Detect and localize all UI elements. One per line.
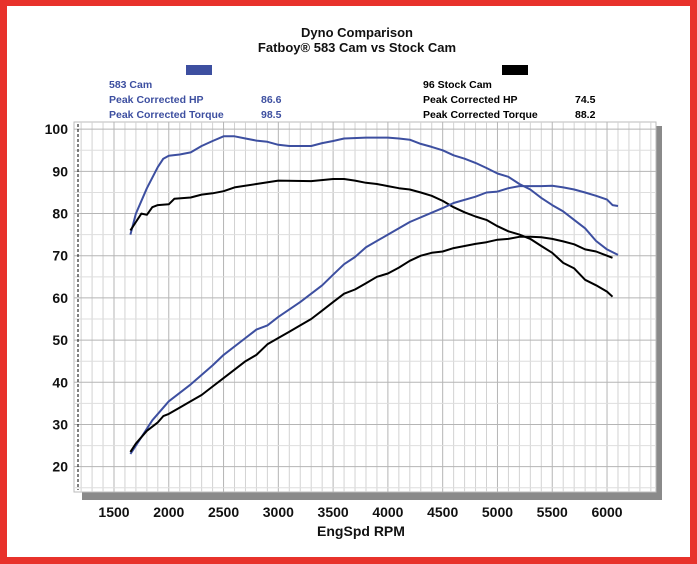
- y-tick-label: 20: [52, 459, 68, 475]
- x-tick-label: 5000: [482, 504, 513, 520]
- series-line-96-stock-cam-hp: [129, 235, 613, 453]
- legend-swatch-583-cam: [186, 65, 212, 75]
- x-tick-label: 2500: [208, 504, 239, 520]
- grid: [74, 122, 656, 492]
- x-tick-label: 3000: [263, 504, 294, 520]
- series-line-583-cam-torque: [129, 135, 619, 256]
- legend-583-hp-value: 86.6: [261, 94, 282, 106]
- x-tick-label: 1500: [98, 504, 129, 520]
- y-tick-label: 50: [52, 332, 68, 348]
- legend-swatch-stock-cam: [502, 65, 528, 75]
- y-tick-label: 40: [52, 374, 68, 390]
- x-tick-label: 4000: [372, 504, 403, 520]
- plot-shadow-bottom: [82, 492, 662, 500]
- legend-stock-hp-label: Peak Corrected HP: [423, 94, 518, 106]
- chart-title: Dyno Comparison: [301, 25, 413, 40]
- x-tick-label: 6000: [591, 504, 622, 520]
- legend-label-583-cam: 583 Cam: [109, 79, 152, 91]
- plot-area: [73, 121, 657, 493]
- legend-stock-torque-label: Peak Corrected Torque: [423, 109, 538, 121]
- x-axis-label: EngSpd RPM: [317, 523, 405, 539]
- x-tick-label: 4500: [427, 504, 458, 520]
- legend-583-torque-value: 98.5: [261, 109, 282, 121]
- legend-583-hp-label: Peak Corrected HP: [109, 94, 204, 106]
- legend-stock-torque-value: 88.2: [575, 109, 596, 121]
- legend-stock-hp-value: 74.5: [575, 94, 596, 106]
- x-tick-label: 5500: [537, 504, 568, 520]
- y-tick-label: 90: [52, 163, 68, 179]
- legend-label-stock-cam: 96 Stock Cam: [423, 79, 492, 91]
- y-tick-label: 80: [52, 206, 68, 222]
- series-line-583-cam-hp: [129, 184, 619, 455]
- legend-583-torque-label: Peak Corrected Torque: [109, 109, 224, 121]
- y-tick-label: 100: [45, 121, 69, 137]
- series-line-96-stock-cam-torque: [129, 178, 614, 298]
- x-tick-label: 3500: [318, 504, 349, 520]
- plot-shadow-right: [656, 126, 662, 500]
- y-tick-label: 60: [52, 290, 68, 306]
- y-tick-label: 70: [52, 248, 68, 264]
- y-tick-label: 30: [52, 416, 68, 432]
- x-tick-label: 2000: [153, 504, 184, 520]
- chart-subtitle: Fatboy® 583 Cam vs Stock Cam: [258, 40, 456, 55]
